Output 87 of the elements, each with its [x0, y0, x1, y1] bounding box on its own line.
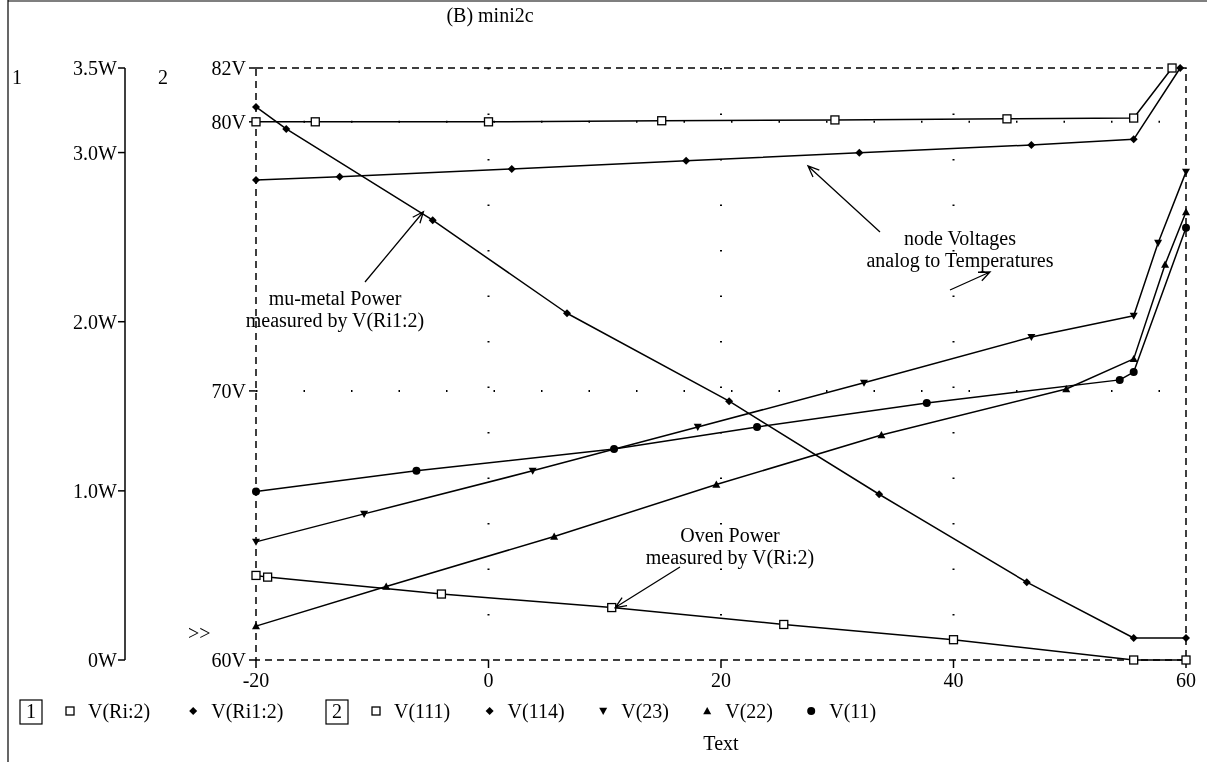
- point: [310, 117, 320, 127]
- point: [528, 467, 537, 475]
- point: [877, 431, 886, 439]
- point: [252, 102, 260, 111]
- point: [725, 397, 734, 406]
- x-tick-label: -20: [242, 669, 270, 691]
- legend-label: V(11): [829, 700, 877, 723]
- point: [1129, 113, 1139, 123]
- chart-title: (B) mini2c: [446, 4, 534, 27]
- annotation: Oven Power measured by V(Ri:2): [645, 524, 815, 569]
- point: [335, 172, 344, 181]
- y2-tick-label: 80V: [211, 110, 247, 133]
- y2-tick-label: 70V: [211, 379, 247, 402]
- point: [1115, 375, 1124, 384]
- point: [693, 423, 702, 431]
- point: [1027, 333, 1036, 342]
- y2-tick-label: 60V: [211, 649, 247, 671]
- point: [830, 115, 840, 125]
- point: [1154, 239, 1163, 247]
- y-tick-label: 2.0W: [73, 310, 118, 333]
- point: [1129, 354, 1138, 363]
- x-axis-title: Text: [703, 732, 740, 754]
- point: [1129, 655, 1139, 665]
- point: [412, 466, 421, 475]
- y-tick-label: 1.0W: [73, 479, 118, 502]
- x-tick-label: 40: [943, 669, 964, 691]
- point: [252, 622, 260, 630]
- point: [550, 532, 559, 540]
- point: [682, 156, 691, 165]
- point: [251, 570, 261, 581]
- point: [1176, 64, 1185, 72]
- point: [262, 572, 273, 582]
- point: [610, 445, 619, 454]
- point: [607, 602, 617, 613]
- point: [436, 589, 447, 599]
- point: [948, 635, 959, 645]
- point: [1182, 634, 1190, 643]
- point: [875, 490, 884, 499]
- text: 2: [158, 66, 168, 88]
- point: [1182, 168, 1190, 176]
- point: [382, 582, 391, 590]
- text: >>: [188, 622, 211, 644]
- point: [855, 148, 864, 157]
- point: [922, 399, 931, 408]
- point: [252, 487, 260, 496]
- x-tick-label: 60: [1176, 669, 1196, 691]
- text: 1: [12, 66, 22, 88]
- point: [1129, 312, 1138, 320]
- point: [779, 619, 789, 630]
- point: [507, 164, 516, 173]
- point: [428, 216, 437, 225]
- point: [1022, 578, 1031, 587]
- legend-label: V(Ri1:2): [211, 700, 284, 723]
- y-tick-label: 3.0W: [73, 141, 118, 164]
- point: [282, 124, 291, 133]
- point: [360, 510, 369, 518]
- legend-label: V(Ri:2): [88, 700, 151, 723]
- point: [1167, 63, 1177, 73]
- point: [657, 116, 667, 126]
- legend-label: V(111): [394, 700, 451, 723]
- point: [1181, 655, 1191, 665]
- point: [1182, 223, 1190, 232]
- point: [562, 309, 571, 318]
- text: 2: [332, 700, 342, 722]
- annotation: mu-metal Power measured by V(Ri1:2): [245, 287, 425, 332]
- point: [1182, 207, 1190, 216]
- point: [483, 117, 494, 127]
- legend-label: V(23): [621, 700, 669, 723]
- point: [1161, 260, 1170, 268]
- point: [712, 480, 721, 488]
- point: [1027, 140, 1036, 149]
- x-tick-label: 0: [483, 669, 494, 691]
- y-tick-label: 0W: [88, 649, 118, 671]
- legend-label: V(22): [725, 700, 773, 723]
- point: [1129, 368, 1138, 377]
- y2-tick-label: 82V: [211, 57, 247, 79]
- point: [1129, 135, 1138, 144]
- point: [1002, 114, 1012, 124]
- point: [252, 538, 260, 546]
- point: [1129, 634, 1138, 643]
- point: [252, 175, 260, 184]
- x-tick-label: 20: [711, 669, 731, 691]
- legend-label: V(114): [507, 700, 565, 723]
- point: [753, 422, 762, 431]
- y-tick-label: 3.5W: [73, 57, 118, 79]
- y-axis-title: 1: [26, 700, 36, 722]
- annotation: node Voltages analog to Temperatures: [866, 227, 1054, 272]
